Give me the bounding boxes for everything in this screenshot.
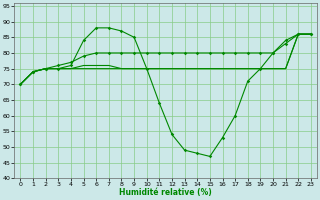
X-axis label: Humidité relative (%): Humidité relative (%) xyxy=(119,188,212,197)
